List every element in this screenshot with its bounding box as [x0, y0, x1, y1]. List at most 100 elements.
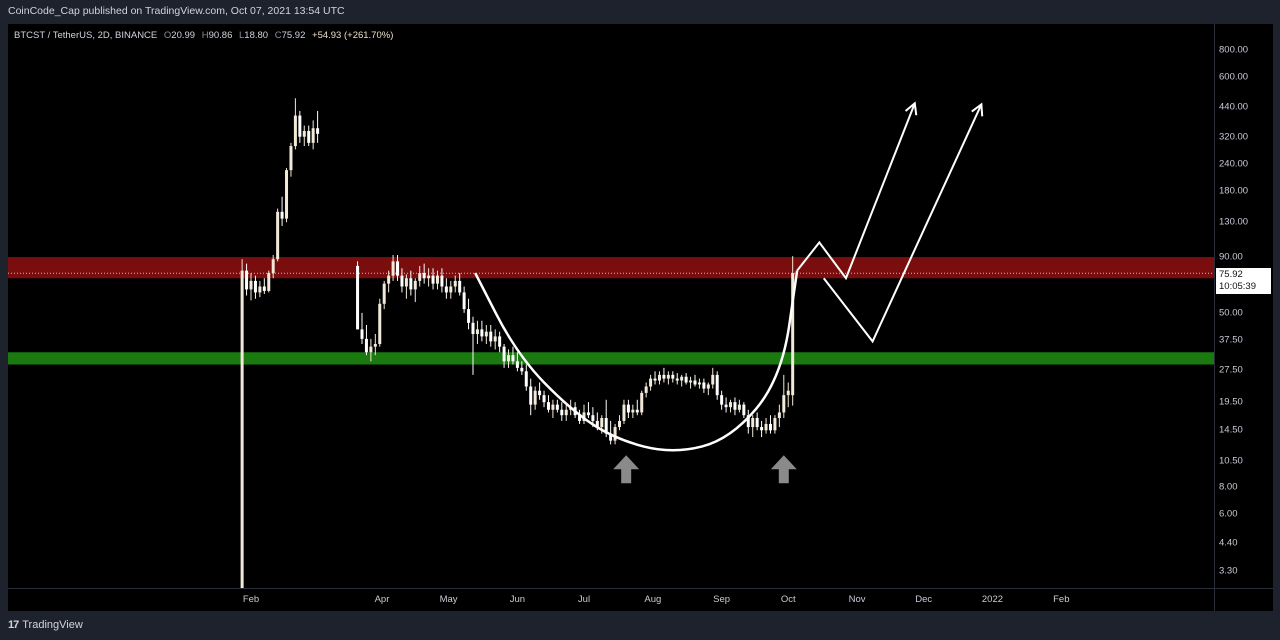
- candle-body: [240, 270, 244, 588]
- time-tick-label: Feb: [242, 594, 260, 605]
- price-tick-label: 180.00: [1219, 185, 1249, 197]
- candle-body: [524, 371, 528, 387]
- candle-body: [267, 273, 271, 291]
- candle-body: [791, 273, 795, 396]
- price-tick-label: 600.00: [1219, 71, 1249, 83]
- candle-body: [689, 380, 693, 383]
- candle-body: [449, 286, 453, 293]
- candle-body: [387, 275, 391, 284]
- time-tick-label: Dec: [915, 594, 933, 605]
- legend-high: 90.86: [208, 30, 233, 41]
- candle-body: [493, 336, 497, 342]
- candle-body: [249, 280, 253, 290]
- candle-body: [609, 433, 613, 441]
- time-tick-label: Apr: [374, 594, 390, 605]
- support-zone: [8, 352, 1214, 365]
- candle-body: [280, 211, 284, 219]
- tradingview-logo-icon: 17: [8, 619, 19, 631]
- chart-canvas[interactable]: [8, 24, 1214, 588]
- candle-body: [546, 402, 550, 410]
- published-info: CoinCode_Cap published on TradingView.co…: [8, 5, 345, 17]
- price-tick-label: 10.50: [1219, 455, 1243, 467]
- candle-body: [502, 346, 506, 362]
- candle-body: [285, 170, 289, 219]
- candle-body: [253, 280, 257, 293]
- candle-body: [471, 322, 475, 335]
- candle-body: [782, 395, 786, 413]
- candle-body: [618, 420, 622, 428]
- price-tick-label: 6.00: [1219, 508, 1238, 520]
- candle-body: [511, 355, 515, 362]
- candle-body: [360, 329, 364, 339]
- candle-body: [733, 402, 737, 410]
- candle-body: [391, 261, 395, 276]
- candle-body: [276, 211, 280, 260]
- candle-body: [706, 384, 710, 389]
- candle-body: [307, 130, 311, 143]
- candle-body: [409, 278, 413, 290]
- legend-symbol[interactable]: BTCST / TetherUS, 2D, BINANCE: [14, 30, 158, 41]
- candle-body: [520, 367, 524, 372]
- candle-body: [626, 404, 630, 413]
- up-arrow-icon: [613, 455, 640, 484]
- top-bar: CoinCode_Cap published on TradingView.co…: [0, 0, 1280, 24]
- candle-body: [382, 283, 386, 304]
- legend-close-label: C: [274, 30, 282, 41]
- price-tick-label: 4.40: [1219, 537, 1238, 549]
- candle-body: [440, 275, 444, 287]
- candle-body: [720, 395, 724, 405]
- candle-body: [413, 280, 417, 290]
- price-tick-label: 50.00: [1219, 307, 1243, 319]
- chart-pane[interactable]: BTCST / TetherUS, 2D, BINANCE O20.99 H90…: [8, 24, 1214, 588]
- candle-body: [529, 386, 533, 405]
- candle-body: [467, 309, 471, 323]
- candle-body: [316, 128, 320, 134]
- axis-corner: [1214, 588, 1273, 611]
- projection-path-1: [796, 102, 916, 281]
- candle-body: [427, 275, 431, 279]
- candle-body: [742, 404, 746, 416]
- candle-body: [760, 427, 764, 431]
- candle-body: [715, 374, 719, 396]
- candle-body: [435, 275, 439, 284]
- candle-body: [746, 415, 750, 428]
- candle-body: [293, 115, 297, 147]
- time-axis[interactable]: Feb Apr May Jun Jul Aug Sep Oct Nov Dec 2022 Feb: [8, 588, 1214, 611]
- candle-body: [657, 374, 661, 381]
- candle-body: [422, 273, 426, 279]
- tradingview-brand[interactable]: 17 TradingView: [8, 619, 83, 631]
- candle-body: [498, 336, 502, 347]
- price-tick-label: 37.50: [1219, 334, 1243, 346]
- price-tick-label: 14.50: [1219, 424, 1243, 436]
- candle-body: [369, 346, 373, 353]
- legend-low: 18.80: [244, 30, 269, 41]
- candle-body: [737, 404, 741, 410]
- candle-body: [640, 392, 644, 413]
- time-tick-label: Nov: [848, 594, 866, 605]
- legend-close: 75.92: [281, 30, 306, 41]
- candle-body: [271, 259, 275, 274]
- candle-body: [258, 286, 262, 293]
- candle-body: [298, 115, 302, 137]
- price-tick-label: 27.50: [1219, 364, 1243, 376]
- candle-body: [400, 275, 404, 287]
- candle-body: [444, 286, 448, 293]
- candle-body: [356, 265, 360, 330]
- time-tick-label: Jul: [577, 594, 591, 605]
- candle-body: [635, 409, 639, 413]
- price-axis[interactable]: 75.92 10:05:39 800.00 600.00 440.00 320.00 2…: [1214, 24, 1273, 588]
- time-tick-label: Jun: [509, 594, 526, 605]
- candle-body: [604, 418, 608, 434]
- candle-body: [586, 412, 590, 416]
- candle-body: [777, 412, 781, 419]
- price-tick-label: 130.00: [1219, 216, 1249, 228]
- candle-body: [555, 404, 559, 410]
- price-tick-label: 800.00: [1219, 44, 1249, 56]
- projection-arrow-2: [971, 102, 984, 117]
- price-tick-label: 90.00: [1219, 251, 1243, 263]
- price-tick-label: 3.30: [1219, 565, 1238, 577]
- projection-path-2: [822, 103, 983, 344]
- candle-body: [662, 374, 666, 379]
- candle-body: [480, 329, 484, 337]
- last-price-tag: 75.92 10:05:39: [1216, 268, 1271, 295]
